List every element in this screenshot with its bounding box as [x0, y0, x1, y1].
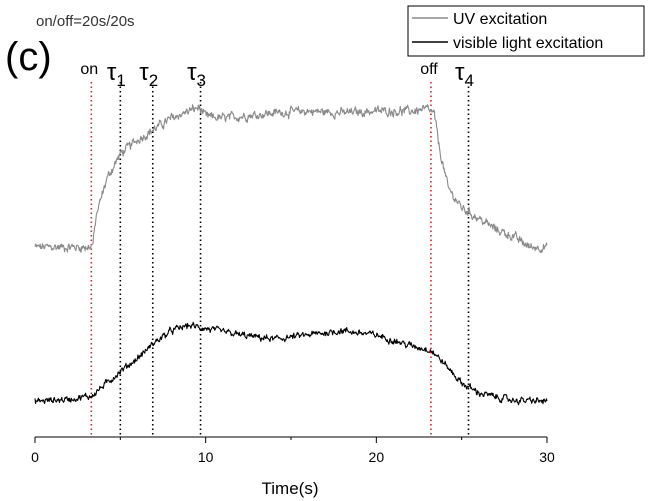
legend: UV excitation visible light excitation	[407, 5, 645, 57]
legend-label-visible: visible light excitation	[453, 35, 603, 52]
marker-label: τ1	[107, 59, 126, 90]
series-visible-line	[34, 321, 548, 406]
legend-label-uv: UV excitation	[453, 11, 547, 28]
x-tick-label: 10	[198, 449, 214, 465]
x-tick-label: 20	[369, 449, 385, 465]
x-tick-label: 30	[539, 449, 555, 465]
condition-label: on/off=20s/20s	[36, 13, 135, 30]
marker-label: off	[420, 61, 438, 78]
series-traces	[34, 104, 548, 406]
marker-label: on	[80, 61, 98, 78]
x-axis-label: Time(s)	[262, 479, 319, 498]
marker-label: τ4	[455, 59, 474, 90]
marker-label: τ3	[187, 59, 206, 90]
x-tick-label: 0	[31, 449, 39, 465]
event-markers: on τ1 τ2 τ3 off τ4	[80, 59, 474, 437]
x-axis: 0 10 20 30	[31, 436, 555, 465]
marker-label: τ2	[139, 59, 158, 90]
panel-label: (c)	[5, 35, 52, 79]
series-uv-line	[34, 104, 548, 254]
legend-box	[407, 5, 645, 57]
